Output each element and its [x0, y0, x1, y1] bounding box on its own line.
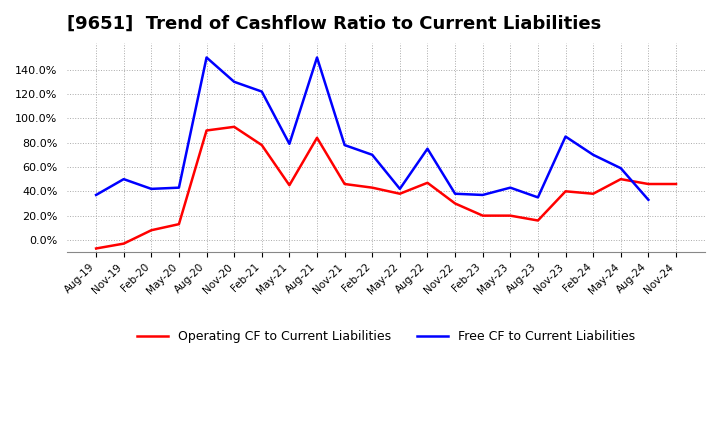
Operating CF to Current Liabilities	[616, 176, 625, 182]
Legend: Operating CF to Current Liabilities, Free CF to Current Liabilities: Operating CF to Current Liabilities, Fre…	[132, 325, 640, 348]
Operating CF to Current Liabilities	[672, 181, 680, 187]
Free CF to Current Liabilities	[202, 55, 211, 60]
Operating CF to Current Liabilities	[202, 128, 211, 133]
Free CF to Current Liabilities	[147, 186, 156, 191]
Free CF to Current Liabilities	[341, 143, 349, 148]
Free CF to Current Liabilities	[285, 141, 294, 147]
Operating CF to Current Liabilities	[258, 143, 266, 148]
Operating CF to Current Liabilities	[285, 183, 294, 188]
Free CF to Current Liabilities	[644, 197, 653, 202]
Free CF to Current Liabilities	[506, 185, 515, 190]
Operating CF to Current Liabilities	[120, 241, 128, 246]
Operating CF to Current Liabilities	[478, 213, 487, 218]
Operating CF to Current Liabilities	[395, 191, 404, 196]
Free CF to Current Liabilities	[312, 55, 321, 60]
Operating CF to Current Liabilities	[589, 191, 598, 196]
Operating CF to Current Liabilities	[368, 185, 377, 190]
Operating CF to Current Liabilities	[175, 221, 184, 227]
Free CF to Current Liabilities	[230, 79, 238, 84]
Free CF to Current Liabilities	[561, 134, 570, 139]
Free CF to Current Liabilities	[451, 191, 459, 196]
Operating CF to Current Liabilities	[341, 181, 349, 187]
Operating CF to Current Liabilities	[312, 135, 321, 140]
Operating CF to Current Liabilities	[644, 181, 653, 187]
Free CF to Current Liabilities	[258, 89, 266, 94]
Free CF to Current Liabilities	[175, 185, 184, 190]
Line: Free CF to Current Liabilities: Free CF to Current Liabilities	[96, 58, 649, 200]
Free CF to Current Liabilities	[423, 146, 432, 151]
Operating CF to Current Liabilities	[534, 218, 542, 223]
Operating CF to Current Liabilities	[451, 201, 459, 206]
Free CF to Current Liabilities	[395, 186, 404, 191]
Free CF to Current Liabilities	[368, 152, 377, 158]
Free CF to Current Liabilities	[616, 165, 625, 171]
Operating CF to Current Liabilities	[506, 213, 515, 218]
Operating CF to Current Liabilities	[230, 124, 238, 129]
Free CF to Current Liabilities	[534, 195, 542, 200]
Free CF to Current Liabilities	[91, 192, 100, 198]
Operating CF to Current Liabilities	[561, 189, 570, 194]
Free CF to Current Liabilities	[120, 176, 128, 182]
Free CF to Current Liabilities	[478, 192, 487, 198]
Operating CF to Current Liabilities	[147, 227, 156, 233]
Line: Operating CF to Current Liabilities: Operating CF to Current Liabilities	[96, 127, 676, 249]
Text: [9651]  Trend of Cashflow Ratio to Current Liabilities: [9651] Trend of Cashflow Ratio to Curren…	[67, 15, 601, 33]
Operating CF to Current Liabilities	[423, 180, 432, 185]
Operating CF to Current Liabilities	[91, 246, 100, 251]
Free CF to Current Liabilities	[589, 152, 598, 158]
